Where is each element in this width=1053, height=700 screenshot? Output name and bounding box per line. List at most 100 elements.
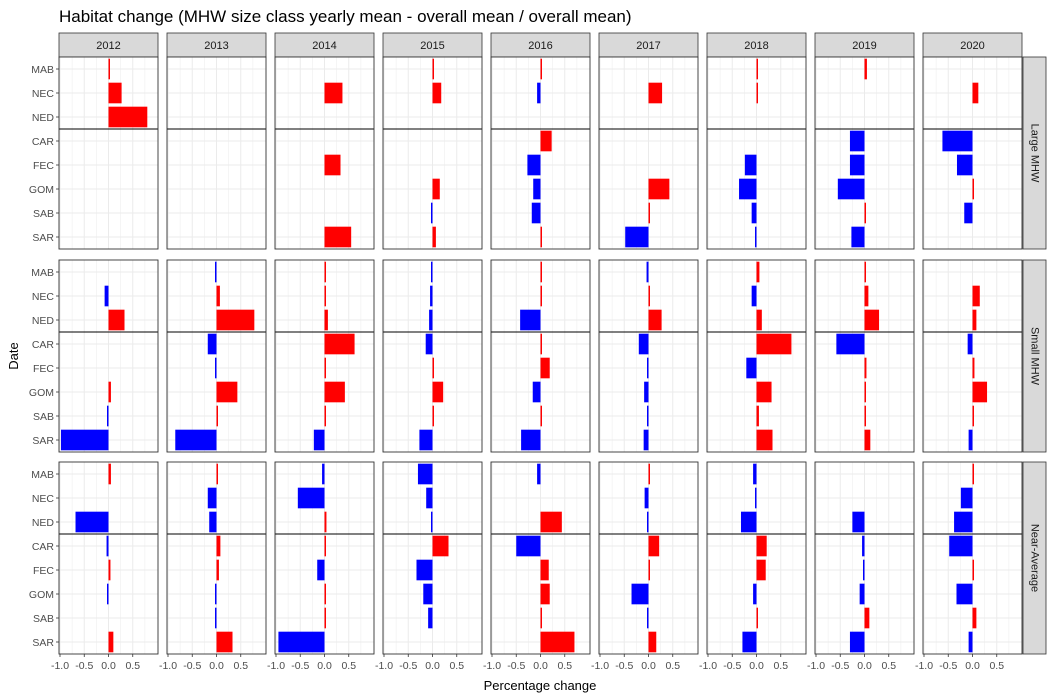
bar: [647, 357, 649, 379]
x-tick-label: 0.0: [641, 660, 656, 672]
panel: [814, 56, 915, 250]
bar: [60, 429, 109, 451]
bar: [753, 583, 757, 605]
bar: [751, 285, 757, 307]
bar: [324, 357, 326, 379]
bar: [751, 202, 757, 224]
bar: [864, 202, 866, 224]
year-strip: [490, 32, 591, 58]
bar: [972, 405, 974, 427]
bar: [864, 405, 866, 427]
bar: [756, 559, 766, 581]
bar: [423, 583, 433, 605]
bar: [322, 463, 325, 485]
bar: [540, 58, 542, 80]
bar: [108, 58, 110, 80]
bar: [540, 607, 542, 629]
bar: [278, 631, 325, 653]
year-strip-label: 2019: [852, 40, 876, 52]
panel-border: [598, 461, 699, 655]
panel-border: [922, 461, 1023, 655]
y-tick-label: SAR: [32, 232, 54, 244]
x-tick-label: 0.5: [341, 660, 356, 672]
bar: [540, 285, 542, 307]
bar: [324, 154, 341, 176]
panel: [166, 461, 267, 655]
bar: [631, 583, 649, 605]
panel-border: [706, 461, 807, 655]
y-tick-label: SAR: [32, 637, 54, 649]
panel-border: [58, 56, 159, 250]
bar: [756, 309, 762, 331]
bar: [216, 559, 219, 581]
bar: [216, 309, 255, 331]
bar: [647, 511, 649, 533]
bar: [216, 405, 218, 427]
panel-border: [706, 259, 807, 453]
panel: [58, 56, 159, 250]
panel: [706, 259, 807, 453]
bar: [537, 463, 541, 485]
bar: [837, 178, 865, 200]
bar: [516, 535, 541, 557]
y-tick-label: FEC: [33, 363, 54, 375]
x-tick-label: -0.5: [399, 660, 417, 672]
panel: [922, 56, 1023, 250]
bar: [216, 381, 238, 403]
bar: [416, 559, 433, 581]
bar: [864, 285, 869, 307]
bar: [852, 511, 865, 533]
bar: [324, 309, 328, 331]
y-tick-label: CAR: [32, 541, 55, 553]
x-tick-label: -0.5: [615, 660, 633, 672]
bar: [540, 583, 550, 605]
bar: [638, 333, 649, 355]
bar: [647, 405, 649, 427]
bar: [431, 511, 433, 533]
y-tick-label: NEC: [32, 493, 55, 505]
year-strip: [922, 32, 1023, 58]
bar: [967, 333, 973, 355]
panel: [166, 56, 267, 250]
bar: [429, 309, 433, 331]
bar: [863, 559, 865, 581]
year-strip: [598, 32, 699, 58]
bar: [324, 583, 326, 605]
bar: [108, 631, 114, 653]
bar: [108, 463, 111, 485]
bar: [972, 559, 974, 581]
bar: [949, 535, 973, 557]
panel-border: [814, 56, 915, 250]
year-strip: [58, 32, 159, 58]
bar: [215, 261, 217, 283]
panel: [382, 56, 483, 250]
panel: [490, 56, 591, 250]
bar: [648, 202, 650, 224]
bar: [317, 559, 325, 581]
bar: [742, 631, 757, 653]
year-strip-label: 2014: [312, 40, 336, 52]
panel-border: [382, 56, 483, 250]
bar: [972, 463, 974, 485]
bar: [324, 405, 326, 427]
x-tick-label: 0.0: [101, 660, 116, 672]
bar: [540, 261, 542, 283]
panel-border: [274, 461, 375, 655]
x-tick-label: 0.5: [557, 660, 572, 672]
bar: [739, 178, 757, 200]
bar: [432, 405, 434, 427]
bar: [648, 631, 657, 653]
panel-border: [274, 259, 375, 453]
bar: [972, 178, 974, 200]
y-tick-label: MAB: [31, 64, 54, 76]
panel-border: [382, 259, 483, 453]
bar: [643, 429, 649, 451]
bar: [956, 154, 973, 176]
panel-border: [166, 461, 267, 655]
y-tick-label: SAB: [33, 613, 54, 625]
y-tick-label: FEC: [33, 160, 54, 172]
bar: [648, 285, 650, 307]
bar: [836, 333, 865, 355]
panel-border: [814, 461, 915, 655]
x-tick-label: -1.0: [699, 660, 717, 672]
